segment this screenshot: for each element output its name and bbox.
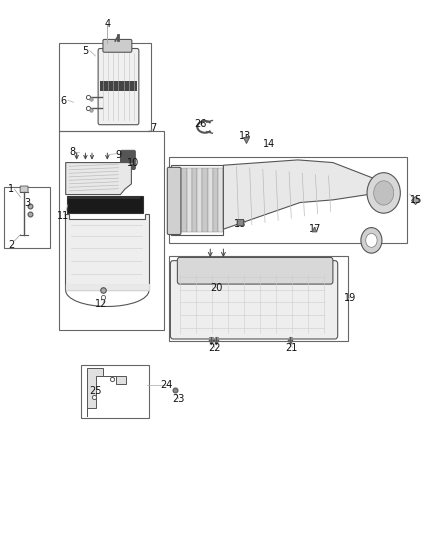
Text: 25: 25	[89, 386, 102, 395]
Text: 23: 23	[173, 394, 185, 403]
Text: 1: 1	[8, 184, 14, 194]
Polygon shape	[223, 160, 385, 229]
FancyBboxPatch shape	[98, 49, 139, 125]
Bar	[181, 168, 187, 232]
Text: 20: 20	[211, 283, 223, 293]
Bar	[169, 256, 348, 341]
Text: 12: 12	[95, 299, 107, 309]
Bar	[59, 131, 164, 330]
Bar	[59, 43, 151, 131]
Bar	[81, 365, 149, 418]
Text: 4: 4	[104, 19, 110, 29]
Text: 9: 9	[115, 150, 121, 159]
Text: 14: 14	[263, 139, 276, 149]
Text: 26: 26	[194, 119, 206, 129]
Polygon shape	[87, 368, 126, 416]
Circle shape	[367, 173, 400, 213]
Circle shape	[361, 228, 382, 253]
Text: 17: 17	[309, 224, 321, 234]
FancyBboxPatch shape	[167, 167, 181, 235]
Text: 11: 11	[57, 211, 70, 221]
Circle shape	[366, 233, 377, 247]
Text: 3: 3	[25, 198, 31, 207]
Bar	[187, 168, 192, 232]
Text: 8: 8	[69, 147, 75, 157]
Bar	[218, 168, 223, 232]
Polygon shape	[65, 214, 149, 290]
Text: 6: 6	[60, 96, 67, 106]
Bar	[213, 168, 218, 232]
Bar	[176, 168, 181, 232]
Text: 5: 5	[82, 46, 88, 55]
Bar	[192, 168, 197, 232]
FancyBboxPatch shape	[177, 257, 333, 284]
Bar	[208, 168, 213, 232]
FancyBboxPatch shape	[170, 261, 338, 339]
Text: 7: 7	[150, 123, 156, 133]
FancyBboxPatch shape	[20, 186, 28, 192]
Circle shape	[374, 181, 394, 205]
Bar	[202, 168, 208, 232]
Bar	[197, 168, 202, 232]
Text: 10: 10	[127, 158, 139, 167]
FancyBboxPatch shape	[103, 39, 132, 52]
Bar	[171, 165, 223, 235]
Text: 18: 18	[234, 219, 246, 229]
Bar	[169, 157, 407, 243]
Text: 15: 15	[410, 195, 422, 205]
Text: 19: 19	[344, 294, 357, 303]
Text: 13: 13	[239, 131, 251, 141]
FancyBboxPatch shape	[120, 150, 135, 169]
Bar	[4, 187, 50, 248]
Bar	[67, 196, 143, 213]
Bar	[171, 168, 176, 232]
Text: 21: 21	[285, 343, 297, 352]
Polygon shape	[66, 163, 131, 195]
Bar	[100, 81, 137, 91]
Text: 2: 2	[8, 240, 14, 250]
Text: 16: 16	[360, 238, 372, 247]
Text: 22: 22	[208, 343, 221, 352]
Text: 24: 24	[160, 380, 173, 390]
